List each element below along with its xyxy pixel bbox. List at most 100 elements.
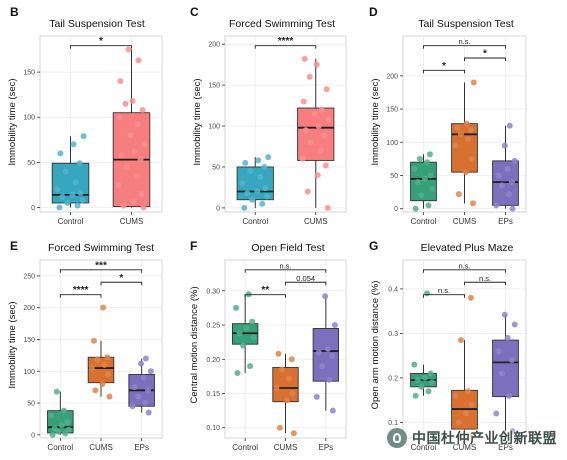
data-point — [56, 204, 63, 211]
data-point — [314, 172, 321, 179]
data-point — [94, 356, 101, 363]
data-point — [427, 370, 434, 377]
data-point — [462, 410, 469, 417]
data-point — [317, 147, 324, 154]
data-point — [318, 106, 325, 113]
data-point — [125, 46, 132, 53]
data-point — [465, 388, 472, 395]
data-point — [511, 321, 518, 328]
data-point — [300, 98, 307, 105]
data-point — [249, 196, 256, 203]
data-point — [117, 78, 124, 85]
data-point — [250, 334, 257, 341]
x-tick-label: EPs — [134, 443, 149, 452]
data-point — [122, 100, 129, 107]
data-point — [244, 190, 251, 197]
data-point — [100, 304, 107, 311]
y-tick-label: 0 — [394, 206, 398, 213]
panel-g: 0.1 0.2 0.3 0.4 Control CUMS EPs n.s. n.s. n.s. El… — [369, 239, 527, 452]
data-point — [418, 192, 425, 199]
significance-bracket — [244, 294, 286, 298]
data-point — [285, 375, 292, 382]
panel-f: 0.10 0.15 0.20 0.25 0.30 Control CUMS EPs ** 0.05… — [189, 239, 347, 452]
y-tick-label: 0.4 — [388, 286, 398, 293]
y-tick-label: 150 — [208, 83, 220, 90]
data-point — [65, 426, 72, 433]
data-point — [319, 363, 326, 370]
data-point — [90, 337, 97, 344]
data-point — [233, 304, 240, 311]
chart-title: Forced Swimming Test — [48, 242, 154, 254]
y-axis-label: Immobility time (sec) — [192, 78, 203, 165]
data-point — [289, 390, 296, 397]
data-point — [259, 200, 266, 207]
data-point — [254, 188, 261, 195]
data-point — [130, 199, 137, 206]
wechat-logo-icon — [387, 428, 407, 448]
data-point — [255, 157, 262, 164]
data-point — [135, 57, 142, 64]
significance-bracket — [59, 294, 102, 298]
data-point — [331, 322, 338, 329]
data-point — [76, 160, 83, 167]
data-point — [307, 139, 314, 146]
data-point — [511, 157, 518, 164]
data-point — [425, 388, 432, 395]
data-point — [299, 155, 306, 162]
data-point — [88, 365, 95, 372]
data-point — [51, 425, 58, 432]
data-point — [141, 141, 148, 148]
data-point — [326, 376, 333, 383]
significance-bracket — [59, 269, 143, 273]
significance-label: **** — [278, 36, 294, 47]
watermark: 中国杜仲产业创新联盟 — [387, 426, 557, 450]
significance-bracket — [423, 294, 465, 298]
significance-bracket — [423, 45, 506, 49]
data-point — [140, 204, 147, 211]
x-tick-label: Control — [58, 217, 84, 226]
y-tick-label: 0.3 — [388, 331, 398, 338]
data-point — [508, 357, 515, 364]
data-point — [92, 387, 99, 394]
x-tick-label: EPs — [498, 217, 513, 226]
x-tick-label: Control — [47, 443, 73, 452]
y-tick-label: 150 — [386, 107, 398, 114]
data-point — [414, 179, 421, 186]
data-point — [465, 135, 472, 142]
data-point — [62, 430, 69, 437]
data-point — [275, 350, 282, 357]
data-point — [506, 122, 513, 129]
data-point — [48, 412, 55, 419]
data-point — [236, 330, 243, 337]
data-point — [501, 311, 508, 318]
y-tick-label: 150 — [23, 337, 35, 344]
data-point — [265, 154, 272, 161]
data-point — [470, 200, 477, 207]
data-point — [145, 409, 152, 416]
y-tick-label: 0.30 — [206, 288, 220, 295]
y-axis-label: Open arm motion distance (%) — [370, 281, 381, 410]
data-point — [59, 193, 66, 200]
data-point — [142, 400, 149, 407]
chart-title: Tail Suspension Test — [418, 18, 514, 30]
panel-letter: F — [190, 239, 197, 253]
data-point — [412, 205, 419, 212]
data-point — [324, 346, 331, 352]
significance-bracket — [70, 45, 132, 49]
panel-c: 0 50 100 150 200 Control CUMS **** Forced Swimmi… — [190, 5, 347, 226]
significance-label: n.s. — [458, 37, 470, 46]
data-point — [468, 155, 475, 162]
data-point — [508, 179, 515, 186]
significance-label: n.s. — [438, 286, 450, 295]
data-point — [99, 380, 106, 387]
data-point — [322, 293, 329, 300]
data-point — [325, 116, 332, 123]
data-point — [142, 355, 149, 362]
significance-bracket — [285, 281, 327, 286]
data-point — [493, 410, 500, 417]
y-tick-label: 50 — [212, 164, 220, 171]
y-axis-label: Central motion distance (%) — [189, 286, 200, 403]
y-tick-label: 0 — [216, 205, 220, 212]
data-point — [501, 142, 508, 149]
data-point — [509, 428, 516, 435]
